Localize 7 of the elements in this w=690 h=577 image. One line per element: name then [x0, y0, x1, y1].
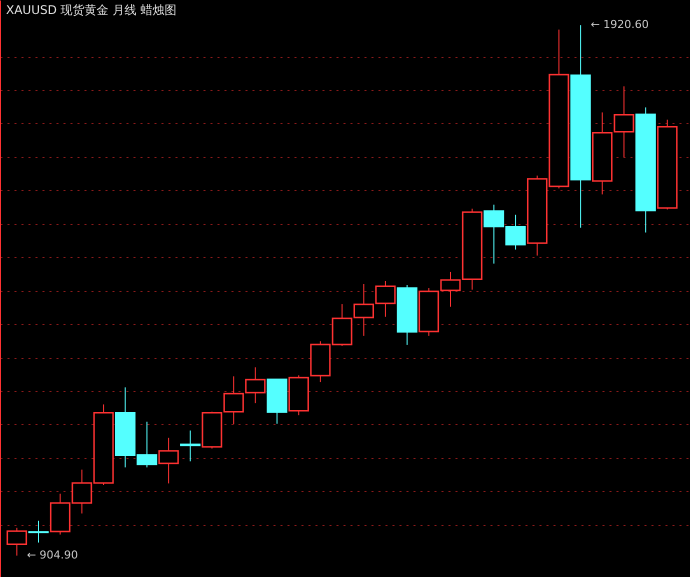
candlestick [180, 430, 201, 462]
candlestick [28, 520, 49, 544]
chart-title: XAUUSD 现货黄金 月线 蜡烛图 [6, 3, 176, 17]
candlestick [6, 527, 28, 556]
annotation: ← 1920.60 [590, 18, 649, 32]
candlestick [158, 437, 179, 484]
annotation: ← 904.90 [26, 548, 78, 562]
